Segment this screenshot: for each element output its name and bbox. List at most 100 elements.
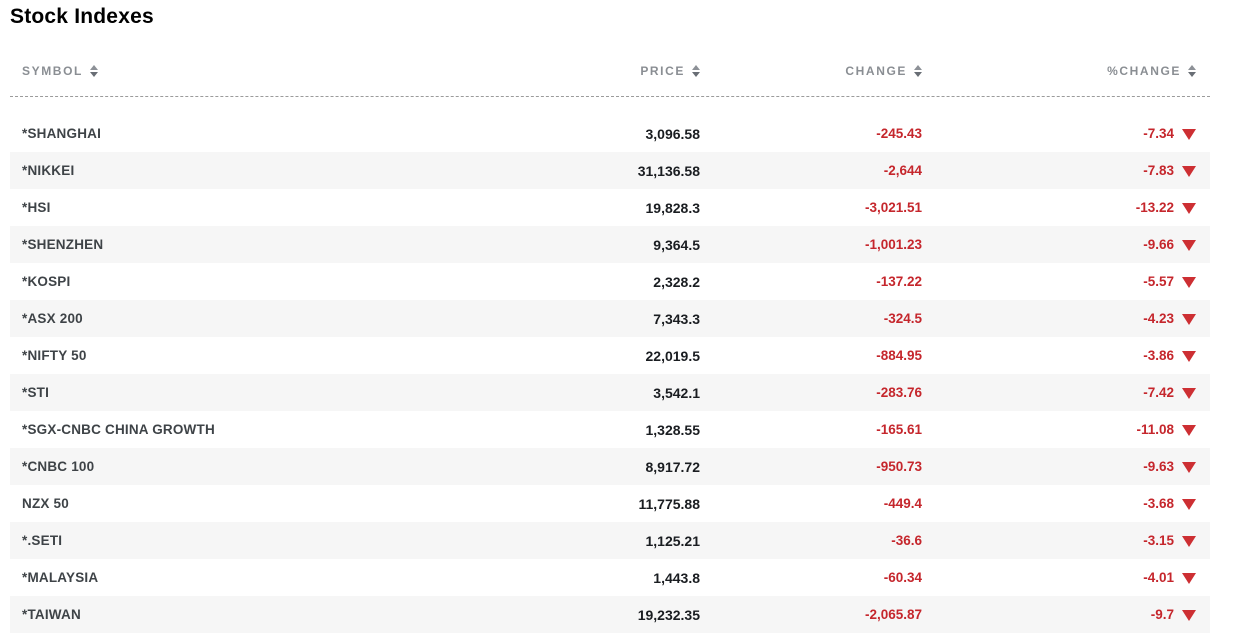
column-header-price[interactable]: PRICE [430,45,700,96]
sort-up-icon [692,64,700,70]
sort-icon[interactable] [1188,64,1196,77]
table-row[interactable]: *TAIWAN 19,232.35 -2,065.87 -9.7 [10,596,1210,633]
symbol-label: *.SETI [22,533,63,548]
pct-change-cell: -5.57 [922,263,1210,300]
change-cell: -60.34 [700,559,922,596]
change-value: -884.95 [876,348,922,363]
symbol-label: *SHANGHAI [22,126,102,141]
down-arrow-icon [1182,387,1196,399]
symbol-cell[interactable]: *ASX 200 [10,300,430,337]
price-cell: 11,775.88 [430,485,700,522]
price-cell: 8,917.72 [430,448,701,485]
down-arrow-icon [1182,239,1196,251]
change-value: -950.73 [876,459,922,474]
down-arrow-icon [1182,498,1196,510]
symbol-cell[interactable]: *SGX-CNBC CHINA GROWTH [10,411,430,448]
table-row[interactable]: NZX 50 11,775.88 -449.4 -3.68 [10,485,1210,522]
symbol-cell[interactable]: NZX 50 [10,485,430,522]
sort-down-icon [89,71,98,77]
price-cell: 22,019.5 [430,337,701,374]
down-arrow-icon [1182,313,1196,325]
pct-change-cell: -4.01 [922,559,1210,596]
price-value: 8,917.72 [645,458,701,475]
pct-change-value: -4.01 [1143,570,1174,585]
symbol-cell[interactable]: *NIKKEI [10,152,430,189]
sort-down-icon [1188,71,1196,77]
price-cell: 9,364.5 [430,226,700,263]
table-header-row: SYMBOL PRICE CHANGE %CHANGE [10,45,1210,97]
symbol-label: *STI [22,385,50,400]
down-arrow-icon [1182,128,1196,140]
table-row[interactable]: *HSI 19,828.3 -3,021.51 -13.22 [10,189,1210,226]
symbol-label: *SGX-CNBC CHINA GROWTH [22,422,215,437]
change-cell: -2,065.87 [700,596,922,633]
price-value: 19,232.35 [637,606,700,623]
symbol-label: *SHENZHEN [22,237,104,252]
change-cell: -283.76 [700,374,922,411]
symbol-cell[interactable]: *KOSPI [10,263,430,300]
table-row[interactable]: *KOSPI 2,328.2 -137.22 -5.57 [10,263,1210,300]
down-arrow-icon [1182,461,1196,473]
price-cell: 19,828.3 [430,189,701,226]
symbol-cell[interactable]: *.SETI [10,522,430,559]
change-value: -137.22 [876,274,922,289]
table-row[interactable]: *MALAYSIA 1,443.8 -60.34 -4.01 [10,559,1210,596]
price-cell: 1,328.55 [430,411,701,448]
header-spacer [10,97,1210,115]
sort-icon[interactable] [692,64,700,77]
pct-change-value: -9.63 [1143,459,1174,474]
table-row[interactable]: *SHENZHEN 9,364.5 -1,001.23 -9.66 [10,226,1210,263]
symbol-label: *NIKKEI [22,163,75,178]
pct-change-value: -5.57 [1143,274,1174,289]
change-cell: -245.43 [700,115,922,152]
pct-change-value: -7.34 [1143,126,1174,141]
symbol-label: *TAIWAN [22,607,81,622]
column-header-label: SYMBOL [22,63,83,78]
symbol-cell[interactable]: *CNBC 100 [10,448,430,485]
table-body: *SHANGHAI 3,096.58 -245.43 -7.34 *NIKKEI [10,115,1210,633]
pct-change-value: -9.66 [1143,237,1174,252]
price-value: 3,096.58 [645,125,701,142]
page-title: Stock Indexes [10,5,154,28]
change-value: -1,001.23 [864,237,922,252]
symbol-cell[interactable]: *STI [10,374,430,411]
change-value: -283.76 [876,385,922,400]
pct-change-cell: -7.83 [922,152,1210,189]
table-row[interactable]: *ASX 200 7,343.3 -324.5 -4.23 [10,300,1210,337]
change-value: -2,065.87 [864,607,922,622]
price-cell: 7,343.3 [430,300,700,337]
table-row[interactable]: *CNBC 100 8,917.72 -950.73 -9.63 [10,448,1210,485]
column-header-symbol[interactable]: SYMBOL [10,45,430,96]
price-cell: 31,136.58 [430,152,700,189]
pct-change-cell: -3.86 [922,337,1210,374]
sort-up-icon [89,64,98,70]
sort-icon[interactable] [914,64,922,77]
symbol-cell[interactable]: *TAIWAN [10,596,430,633]
symbol-label: *MALAYSIA [22,570,99,585]
price-cell: 3,096.58 [430,115,701,152]
table-row[interactable]: *.SETI 1,125.21 -36.6 -3.15 [10,522,1210,559]
symbol-cell[interactable]: *NIFTY 50 [10,337,430,374]
price-value: 19,828.3 [645,199,701,216]
table-row[interactable]: *SHANGHAI 3,096.58 -245.43 -7.34 [10,115,1210,152]
column-header-change[interactable]: CHANGE [700,45,922,96]
symbol-cell[interactable]: *SHENZHEN [10,226,430,263]
symbol-cell[interactable]: *HSI [10,189,430,226]
symbol-cell[interactable]: *MALAYSIA [10,559,430,596]
table-row[interactable]: *SGX-CNBC CHINA GROWTH 1,328.55 -165.61 … [10,411,1210,448]
column-header-label: CHANGE [845,63,907,78]
symbol-cell[interactable]: *SHANGHAI [10,115,430,152]
symbol-label: *ASX 200 [22,311,83,326]
sort-up-icon [1188,64,1196,70]
down-arrow-icon [1182,424,1196,436]
change-value: -324.5 [883,311,922,326]
table-row[interactable]: *NIFTY 50 22,019.5 -884.95 -3.86 [10,337,1210,374]
change-cell: -3,021.51 [700,189,922,226]
price-cell: 1,443.8 [430,559,700,596]
table-row[interactable]: *NIKKEI 31,136.58 -2,644 -7.83 [10,152,1210,189]
table-row[interactable]: *STI 3,542.1 -283.76 -7.42 [10,374,1210,411]
price-value: 31,136.58 [637,162,700,179]
price-value: 1,328.55 [645,421,701,438]
column-header-pct-change[interactable]: %CHANGE [922,45,1210,96]
sort-icon[interactable] [89,64,98,77]
